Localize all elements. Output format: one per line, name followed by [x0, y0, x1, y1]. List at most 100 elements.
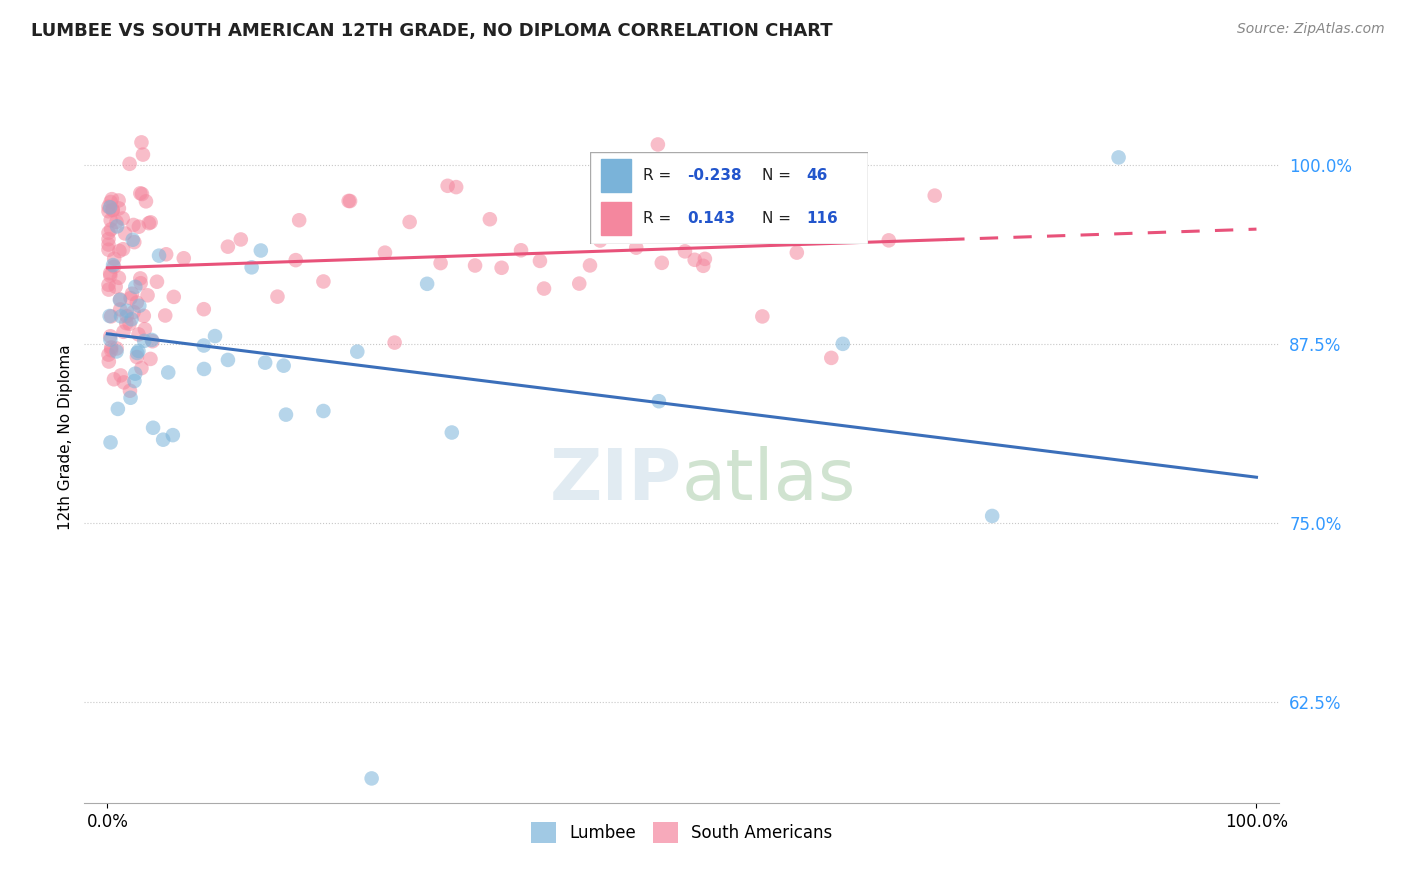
Point [127, 343, 149, 358]
Point [115, 303, 138, 318]
Text: atlas: atlas [682, 447, 856, 516]
Point [229, 232, 252, 246]
Point [121, 312, 143, 326]
Point [108, 270, 131, 285]
Point [129, 276, 152, 290]
Point [124, 374, 146, 388]
Point [193, 338, 215, 352]
Point [374, 245, 396, 260]
Point [121, 233, 143, 247]
Point [128, 219, 150, 234]
Point [103, 260, 125, 274]
Point [157, 366, 180, 380]
Point [683, 252, 706, 267]
Point [266, 290, 288, 304]
Point [831, 336, 853, 351]
Point [105, 344, 128, 359]
Point [163, 290, 186, 304]
Point [478, 212, 501, 227]
Point [124, 367, 146, 381]
Point [762, 211, 785, 226]
Point [155, 247, 177, 261]
Point [284, 253, 307, 268]
Text: Source: ZipAtlas.com: Source: ZipAtlas.com [1237, 22, 1385, 37]
Point [673, 244, 696, 259]
Point [217, 353, 239, 368]
Point [141, 333, 163, 347]
Point [112, 376, 135, 390]
Point [101, 192, 124, 206]
Point [110, 368, 132, 383]
Point [97, 277, 120, 292]
Point [274, 408, 297, 422]
Point [98, 309, 121, 323]
Point [724, 211, 747, 225]
Point [148, 249, 170, 263]
Point [124, 280, 146, 294]
Point [97, 243, 120, 257]
Point [444, 180, 467, 194]
Text: 46: 46 [807, 169, 828, 183]
Point [613, 166, 636, 180]
Point [250, 244, 273, 258]
Point [98, 266, 121, 280]
Point [97, 354, 120, 368]
Point [436, 178, 458, 193]
Point [101, 203, 124, 218]
Point [100, 310, 122, 324]
Text: LUMBEE VS SOUTH AMERICAN 12TH GRADE, NO DIPLOMA CORRELATION CHART: LUMBEE VS SOUTH AMERICAN 12TH GRADE, NO … [31, 22, 832, 40]
Point [121, 286, 143, 301]
Point [312, 404, 335, 418]
Point [97, 200, 120, 214]
Point [101, 258, 124, 272]
Point [128, 327, 150, 342]
Bar [600, 202, 631, 235]
Point [110, 310, 132, 324]
Point [118, 317, 141, 331]
Point [105, 215, 128, 229]
Point [173, 252, 195, 266]
Point [97, 237, 120, 252]
Point [693, 252, 716, 266]
Point [139, 215, 162, 229]
Point [129, 186, 152, 201]
Point [97, 348, 120, 362]
Point [751, 310, 773, 324]
Point [288, 213, 311, 227]
Point [529, 254, 551, 268]
Point [115, 309, 138, 323]
Point [115, 316, 138, 330]
Text: 0.143: 0.143 [688, 211, 735, 226]
Point [112, 325, 135, 339]
Point [193, 362, 215, 376]
Point [152, 433, 174, 447]
Text: R =: R = [643, 211, 676, 226]
Text: N =: N = [762, 211, 796, 226]
Point [193, 302, 215, 317]
Point [114, 227, 136, 241]
Point [648, 165, 671, 179]
Point [135, 194, 157, 209]
Point [820, 351, 842, 365]
Point [254, 356, 277, 370]
Point [647, 137, 669, 152]
Point [105, 219, 128, 234]
Point [134, 322, 156, 336]
Point [108, 293, 131, 307]
Point [100, 222, 122, 236]
Text: ZIP: ZIP [550, 447, 682, 516]
Point [651, 256, 673, 270]
Point [217, 240, 239, 254]
Point [924, 188, 946, 202]
Text: 116: 116 [807, 211, 838, 226]
Point [100, 213, 122, 227]
Point [360, 772, 382, 786]
Point [273, 359, 295, 373]
Point [97, 226, 120, 240]
Point [877, 233, 900, 247]
Point [122, 305, 145, 319]
Point [440, 425, 463, 440]
Point [132, 309, 155, 323]
Point [510, 244, 533, 258]
Point [312, 275, 335, 289]
